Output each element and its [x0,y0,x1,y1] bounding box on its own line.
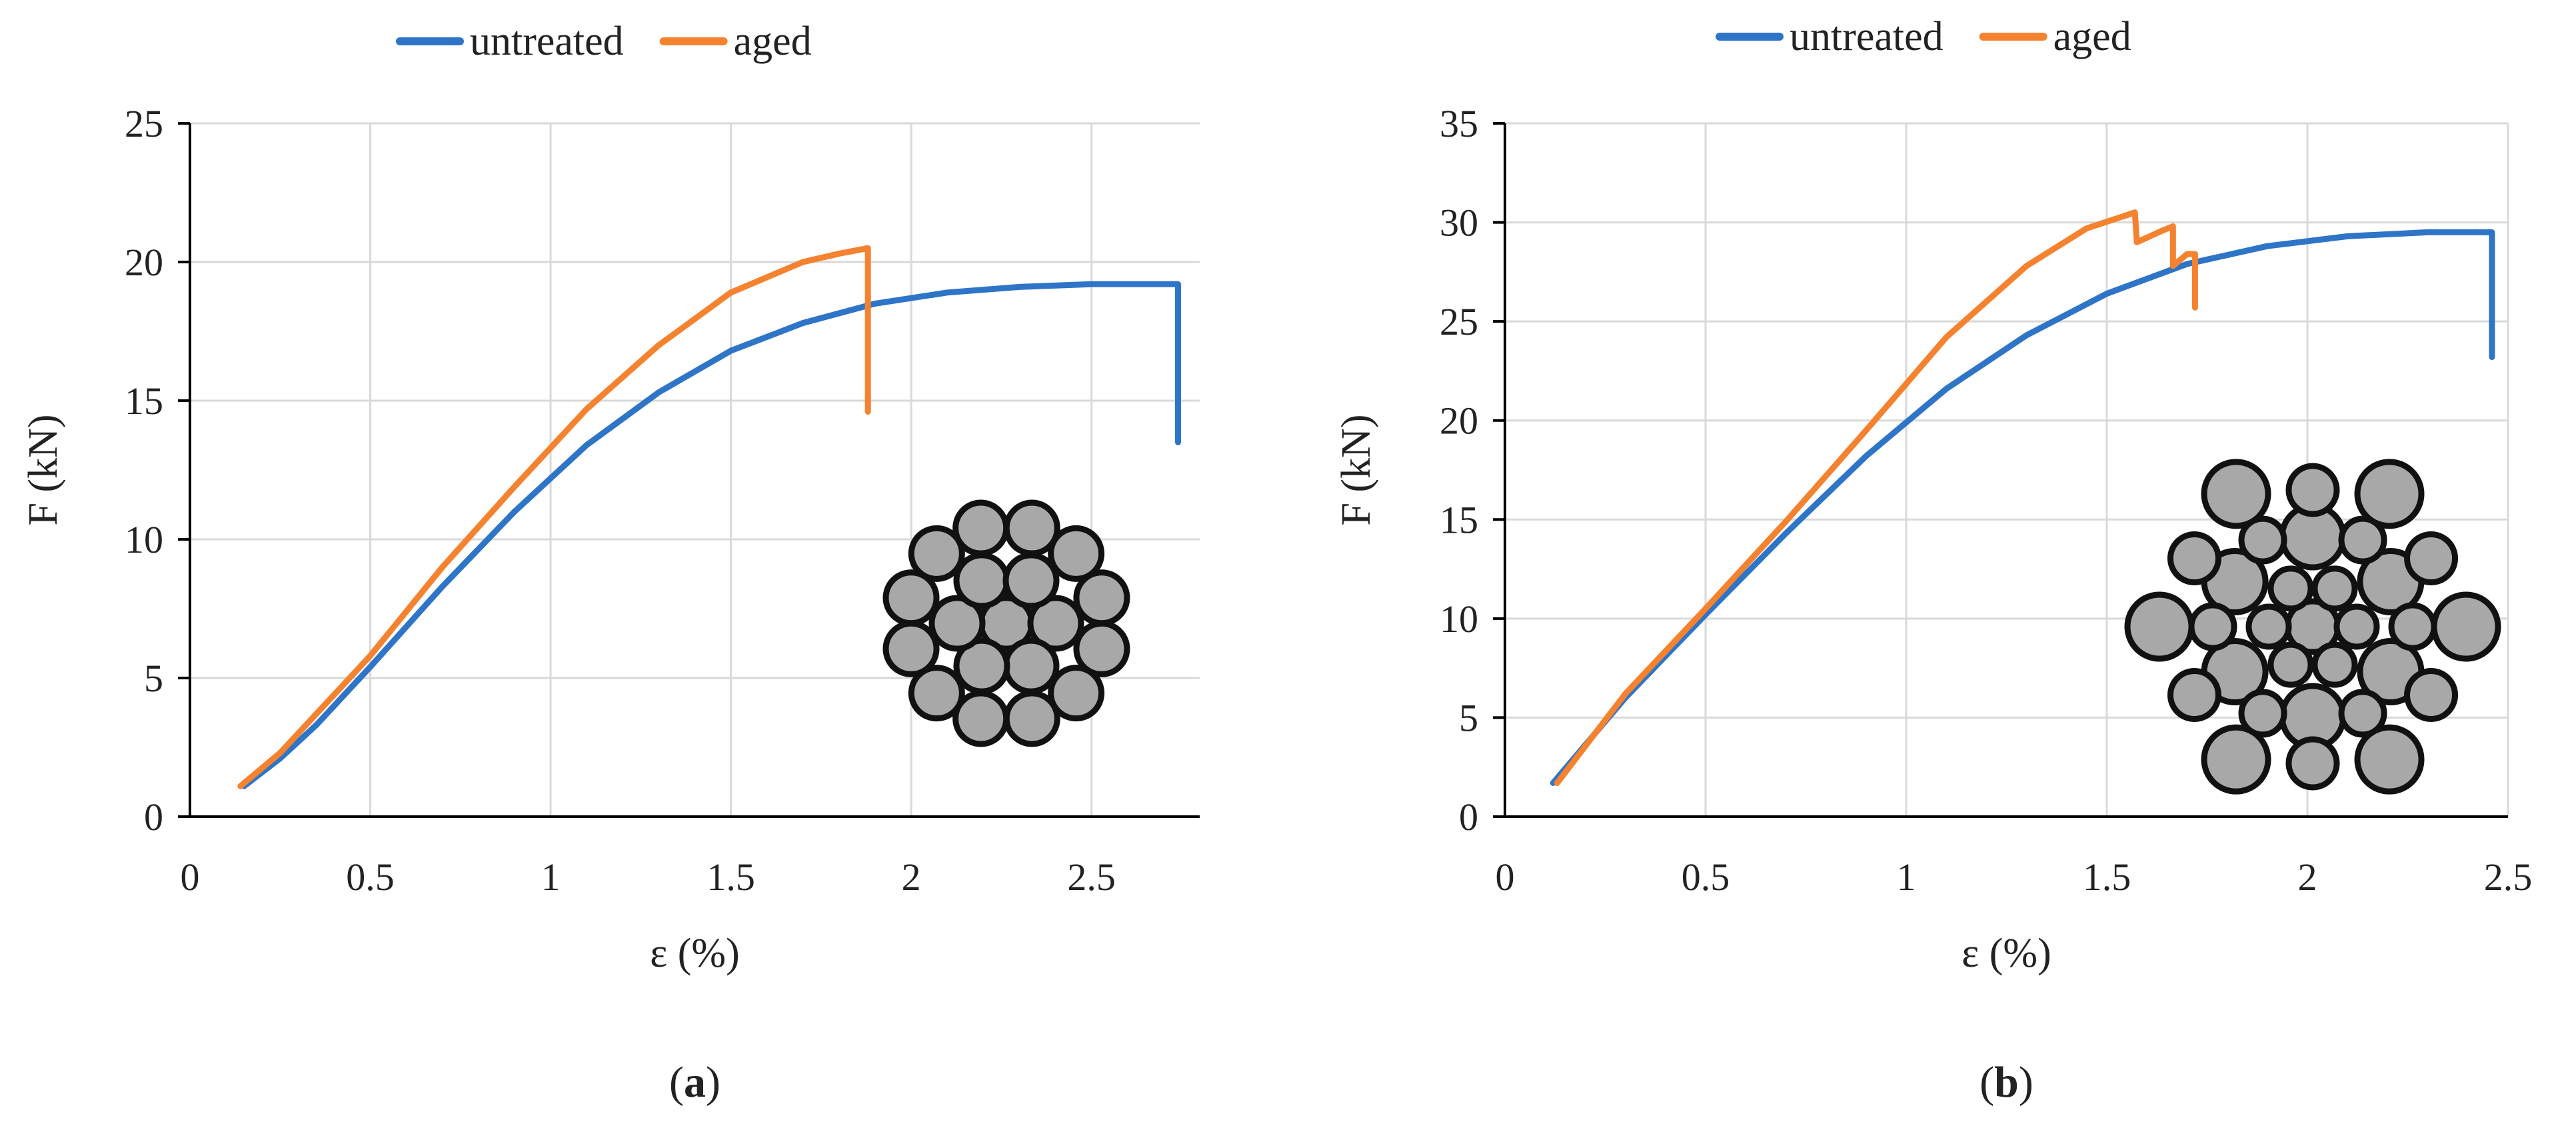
y-tick-label: 0 [1459,795,1478,839]
wire-circle [1027,595,1084,652]
wire-circle [908,665,965,722]
y-axis-label: F (kN) [21,414,66,525]
y-tick-label: 15 [1440,498,1478,541]
chart-panel-a: 0 5 10 15 20 25 0 0.5 1 1.5 2 2.5 ε (%) F (kN) untreat… [21,19,1200,1107]
y-tick-label: 5 [144,657,163,700]
x-tick-label: 2.5 [2484,855,2533,899]
y-tick-label: 20 [1440,399,1478,443]
wire-circle [2201,724,2271,795]
x-tick-label: 0.5 [1682,855,1730,899]
legend-label-untreated: untreated [1790,14,1943,59]
wire-circle [2354,724,2425,795]
x-tick-label: 0 [181,855,200,899]
x-tick-label: 1.5 [706,855,755,899]
cross-section-illustration [2124,459,2501,795]
wire-circle [2431,591,2501,662]
panel-letter: b [1994,1058,2019,1107]
y-tick-label: 25 [1440,300,1478,343]
wire-circle [1073,569,1130,627]
x-tick-label: 2 [902,855,921,899]
wire-circle [928,595,986,652]
wire-circle [2333,603,2380,650]
wire-circle [2167,531,2221,585]
wire-circle [952,690,1010,747]
y-tick-label: 15 [125,379,163,423]
x-tick-label: 2.5 [1067,855,1116,899]
wire-circle [952,499,1010,557]
cross-section-illustration [882,499,1130,747]
wire-circle [882,620,940,677]
panel-letter: a [684,1058,706,1107]
y-tick-label: 0 [144,795,163,839]
wire-circle [1048,665,1105,722]
wire-circle [1002,637,1060,695]
wire-circle [882,569,940,627]
series-line-aged [1554,209,2198,786]
legend-label-untreated: untreated [470,19,624,64]
x-axis-label: ε (%) [1961,931,2051,976]
wire-circle [2238,515,2287,565]
wire-circle [2311,641,2358,688]
wire-circle [2267,641,2314,688]
series-line-untreated [241,281,1181,789]
panel-label: (a) [669,1058,720,1107]
wire-circle [1003,690,1060,747]
wire-circle [2167,668,2221,722]
y-tick-label: 10 [1440,597,1478,641]
wire-circle [2404,668,2459,722]
y-tick-label: 20 [125,241,163,284]
wire-circle [953,552,1010,609]
wire-circle [2338,515,2387,565]
wire-circle [2238,689,2287,738]
x-tick-label: 0.5 [346,855,395,899]
x-tick-label: 1 [541,855,561,899]
wire-circle [2245,603,2292,650]
wire-circle [2404,531,2459,585]
wire-circle [2124,591,2195,662]
legend: untreated aged [1716,14,2131,59]
y-tick-label: 10 [125,518,163,561]
wire-circle [2285,463,2340,517]
x-axis-label: ε (%) [650,931,739,976]
wire-circle [1003,499,1060,557]
y-axis-label: F (kN) [1334,414,1379,525]
y-tick-label: 5 [1459,696,1478,739]
wire-circle [2354,459,2425,529]
wire-circle [2338,689,2387,738]
wire-circle [2267,565,2314,612]
y-tick-label: 25 [125,102,163,145]
wire-circle [2388,602,2437,651]
panel-label: (b) [1979,1058,2033,1107]
legend-label-aged: aged [2053,14,2131,59]
wire-circle [1002,552,1060,609]
y-tick-label: 30 [1440,201,1478,245]
wire-circle [2285,736,2340,791]
wire-circle [1048,525,1105,582]
legend-label-aged: aged [734,19,812,64]
legend: untreated aged [396,19,812,64]
x-tick-label: 0 [1496,855,1515,899]
chart-panel-b: 0 5 10 15 20 25 30 35 0 0.5 1 1.5 2 2.5 ε (%) F (kN) unt… [1334,14,2532,1107]
y-tick-label: 35 [1440,102,1478,145]
wire-circle [2311,565,2358,612]
wire-circle [908,525,965,582]
series-line-untreated [1550,229,2495,786]
x-tick-label: 1 [1897,855,1916,899]
series-line-aged [237,245,871,789]
x-tick-label: 1.5 [2083,855,2131,899]
wire-circle [2188,602,2237,651]
wire-circle [2201,459,2271,529]
x-tick-label: 2 [2298,855,2317,899]
